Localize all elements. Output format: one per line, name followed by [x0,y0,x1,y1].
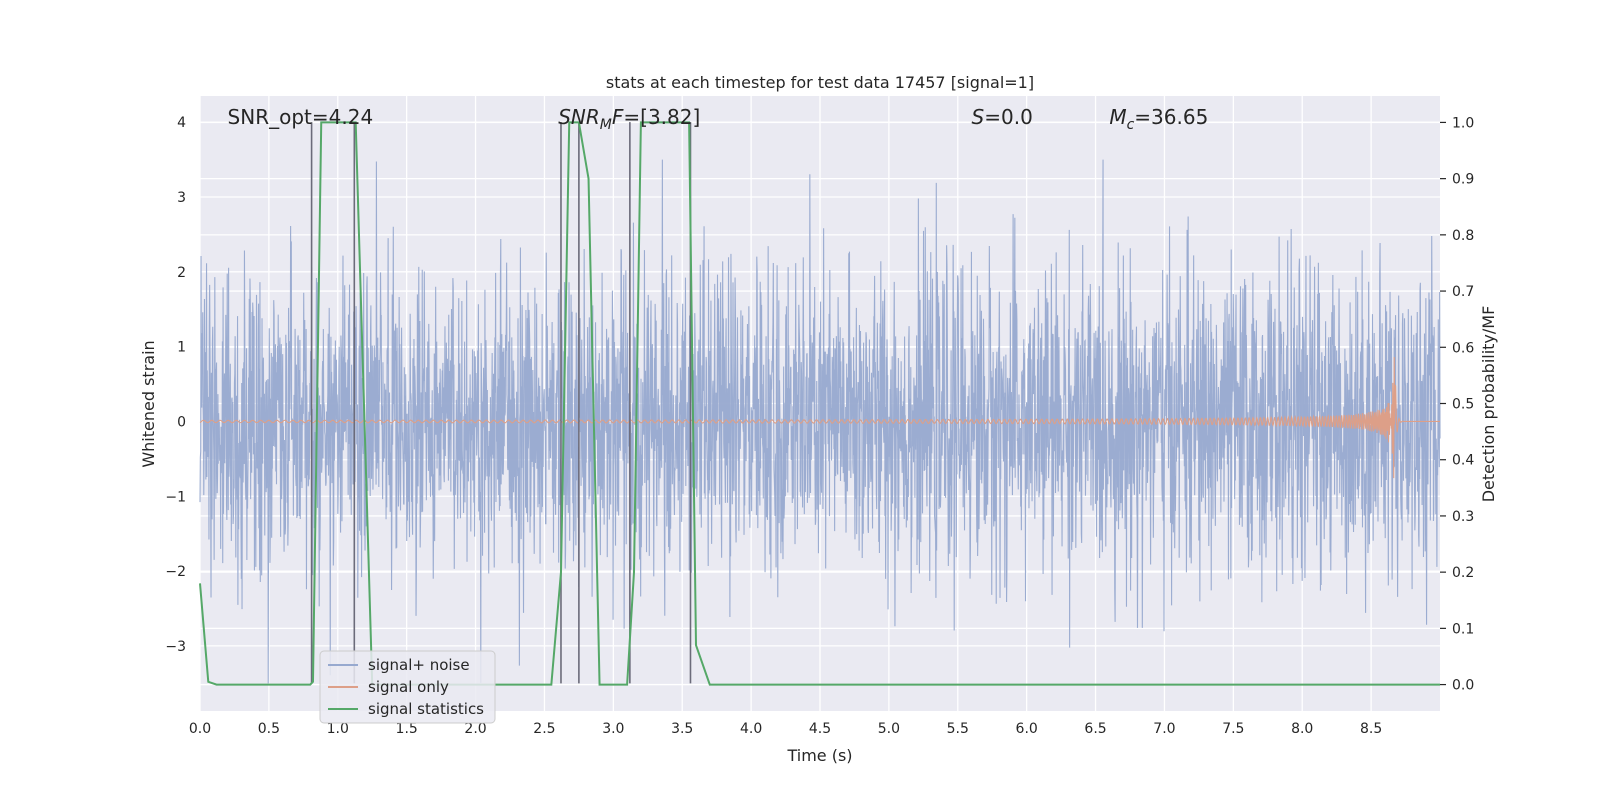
y-axis-label-right: Detection probability/MF [1479,306,1498,503]
y-tick-label-right: 0.1 [1452,621,1474,637]
x-tick-label: 1.0 [327,721,349,737]
y-tick-label-right: 0.0 [1452,678,1474,694]
x-tick-label: 3.0 [602,721,624,737]
mc-annotation: Mc=36.65 [1109,105,1208,133]
y-tick-label-left: 1 [177,340,186,356]
series-signal-only [199,357,1440,479]
chart-title: stats at each timestep for test data 174… [606,73,1034,92]
x-tick-label: 6.5 [1084,721,1106,737]
series-layer [199,121,1441,686]
s-annotation: S=0.0 [972,105,1033,129]
x-tick-label: 7.5 [1222,721,1244,737]
y-tick-label-right: 0.7 [1452,284,1474,300]
x-tick-label: 5.5 [947,721,969,737]
snr-mf-annotation: SNRMF=[3.82] [558,105,700,133]
y-tick-label-right: 1.0 [1452,115,1474,131]
x-tick-label: 3.5 [671,721,693,737]
y-tick-label-right: 0.5 [1452,397,1474,413]
x-tick-label: 0.0 [189,721,211,737]
series-signal-noise [199,159,1441,684]
y-tick-label-left: −1 [165,489,186,505]
x-tick-label: 4.5 [809,721,831,737]
y-tick-label-left: −2 [165,564,186,580]
x-tick-label: 2.5 [533,721,555,737]
x-tick-label: 7.0 [1153,721,1175,737]
y-tick-label-right: 0.8 [1452,228,1474,244]
legend-box [319,650,496,724]
series-signal-statistics [199,121,1440,686]
legend: signal+ noise signal only signal statistic… [319,650,496,724]
x-tick-label: 8.0 [1291,721,1313,737]
x-tick-label: 6.0 [1016,721,1038,737]
y-tick-label-left: 3 [177,190,186,206]
x-tick-label: 4.0 [740,721,762,737]
y-tick-label-left: 4 [177,115,186,131]
legend-label: signal statistics [368,700,484,718]
x-axis-label: Time (s) [786,746,852,765]
y-tick-label-left: −3 [165,639,186,655]
legend-label: signal+ noise [368,656,470,674]
x-tick-label: 8.5 [1360,721,1382,737]
y-tick-label-right: 0.6 [1452,340,1474,356]
x-tick-label: 0.5 [258,721,280,737]
ticks: 0.0 0.5 1.0 1.5 2.0 2.5 3.0 3.5 4.0 4.5 5.0 5.5 6.0 6… [165,115,1474,737]
snr-opt-annotation: SNR_opt=4.24 [228,105,374,129]
x-tick-label: 1.5 [396,721,418,737]
y-tick-label-left: 0 [177,414,186,430]
x-tick-label: 5.0 [878,721,900,737]
y-tick-label-right: 0.4 [1452,453,1474,469]
y-tick-label-right: 0.3 [1452,509,1474,525]
legend-label: signal only [368,678,449,696]
y-tick-label-right: 0.9 [1452,172,1474,188]
x-tick-label: 2.0 [464,721,486,737]
y-tick-label-left: 2 [177,265,186,281]
y-axis-label-left: Whitened strain [139,340,158,467]
y-tick-label-right: 0.2 [1452,565,1474,581]
annotations: SNR_opt=4.24 SNRMF=[3.82] S=0.0 Mc=36.65 [228,105,1209,133]
